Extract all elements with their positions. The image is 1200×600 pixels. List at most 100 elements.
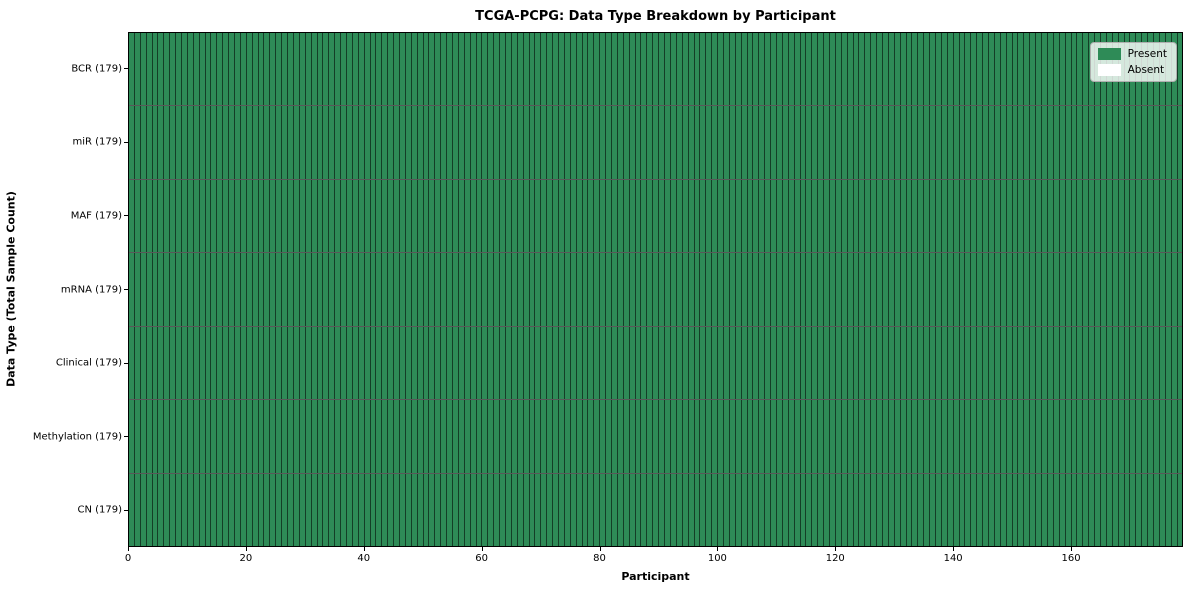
heatmap-cell — [930, 326, 937, 400]
heatmap-cell — [647, 400, 654, 473]
heatmap-cell — [476, 253, 483, 326]
heatmap-cell — [1106, 253, 1113, 326]
heatmap-cell — [517, 473, 524, 546]
heatmap-cell — [877, 106, 883, 179]
heatmap-cell — [871, 33, 878, 106]
heatmap-cell — [288, 253, 294, 326]
heatmap-cell — [435, 33, 442, 106]
heatmap-cell — [464, 400, 471, 473]
heatmap-cell — [329, 253, 336, 326]
heatmap-cell — [906, 400, 913, 473]
heatmap-cell — [164, 106, 171, 179]
heatmap-cell — [924, 473, 931, 546]
heatmap-cell — [941, 326, 948, 400]
heatmap-cell — [1118, 326, 1125, 400]
heatmap-cell — [399, 253, 406, 326]
heatmap-cell — [240, 400, 247, 473]
heatmap-cell — [182, 106, 188, 179]
heatmap-cell — [164, 473, 171, 546]
heatmap-cell — [423, 400, 430, 473]
heatmap-cell — [1130, 106, 1137, 179]
y-tick-label-maf: MAF (179) — [70, 210, 122, 222]
heatmap-cell — [953, 326, 960, 400]
heatmap-cell — [376, 253, 383, 326]
heatmap-cell — [953, 106, 960, 179]
heatmap-cell — [1071, 400, 1078, 473]
heatmap-cell — [547, 33, 554, 106]
heatmap-cell — [458, 106, 465, 179]
heatmap-cell — [1112, 326, 1119, 400]
heatmap-cell — [994, 253, 1001, 326]
heatmap-cell — [676, 253, 683, 326]
heatmap-cell — [841, 179, 848, 253]
heatmap-cell — [612, 106, 618, 179]
heatmap-cell — [670, 179, 677, 253]
heatmap-cell — [270, 473, 277, 546]
heatmap-cell — [989, 326, 995, 400]
heatmap-cell — [877, 179, 883, 253]
heatmap-cell — [152, 473, 159, 546]
heatmap-cell — [258, 106, 265, 179]
heatmap-cell — [447, 179, 453, 253]
heatmap-cell — [452, 179, 459, 253]
heatmap-cell — [1012, 253, 1019, 326]
heatmap-cell — [1000, 326, 1007, 400]
heatmap-cell — [1012, 33, 1019, 106]
heatmap-cell — [140, 326, 147, 400]
heatmap-cell — [329, 326, 336, 400]
heatmap-cell — [771, 33, 777, 106]
heatmap-cell — [235, 106, 241, 179]
heatmap-cell — [358, 106, 365, 179]
heatmap-cell — [894, 473, 901, 546]
heatmap-cell — [688, 179, 695, 253]
heatmap-cell — [906, 179, 913, 253]
heatmap-cell — [653, 33, 660, 106]
heatmap-cell — [1036, 106, 1043, 179]
heatmap-cell — [187, 33, 194, 106]
heatmap-cell — [859, 179, 866, 253]
heatmap-cell — [399, 326, 406, 400]
heatmap-cell — [847, 253, 854, 326]
heatmap-cell — [1042, 326, 1048, 400]
heatmap-cell — [364, 473, 371, 546]
heatmap-cell — [771, 253, 777, 326]
heatmap-cell — [158, 179, 165, 253]
heatmap-cell — [617, 106, 624, 179]
heatmap-cell — [187, 326, 194, 400]
heatmap-cell — [835, 179, 842, 253]
heatmap-cell — [1177, 400, 1183, 473]
heatmap-cell — [894, 326, 901, 400]
heatmap-cell — [794, 179, 801, 253]
heatmap-cell — [170, 253, 177, 326]
heatmap-cell — [211, 106, 218, 179]
heatmap-cell — [270, 106, 277, 179]
heatmap-cell — [989, 253, 995, 326]
heatmap-cell — [906, 33, 913, 106]
heatmap-cell — [1036, 400, 1043, 473]
heatmap-cell — [305, 106, 312, 179]
heatmap-cell — [659, 253, 666, 326]
heatmap-cell — [1030, 400, 1037, 473]
heatmap-cell — [883, 473, 889, 546]
heatmap-cell — [517, 179, 524, 253]
heatmap-cell — [482, 33, 489, 106]
heatmap-cell — [240, 33, 247, 106]
heatmap-cell — [323, 106, 330, 179]
heatmap-cell — [464, 106, 471, 179]
heatmap-cell — [323, 253, 330, 326]
heatmap-cell — [1006, 253, 1013, 326]
heatmap-cell — [517, 326, 524, 400]
heatmap-cell — [865, 400, 872, 473]
heatmap-cell — [859, 473, 866, 546]
heatmap-cell — [264, 33, 271, 106]
heatmap-cell — [918, 179, 925, 253]
heatmap-cell — [694, 179, 701, 253]
heatmap-cell — [399, 106, 406, 179]
heatmap-cell — [576, 33, 583, 106]
heatmap-cell — [270, 253, 277, 326]
heatmap-cell — [859, 106, 866, 179]
heatmap-cell — [535, 326, 542, 400]
heatmap-cell — [600, 106, 607, 179]
heatmap-cell — [535, 106, 542, 179]
legend-swatch-absent — [1097, 64, 1121, 76]
